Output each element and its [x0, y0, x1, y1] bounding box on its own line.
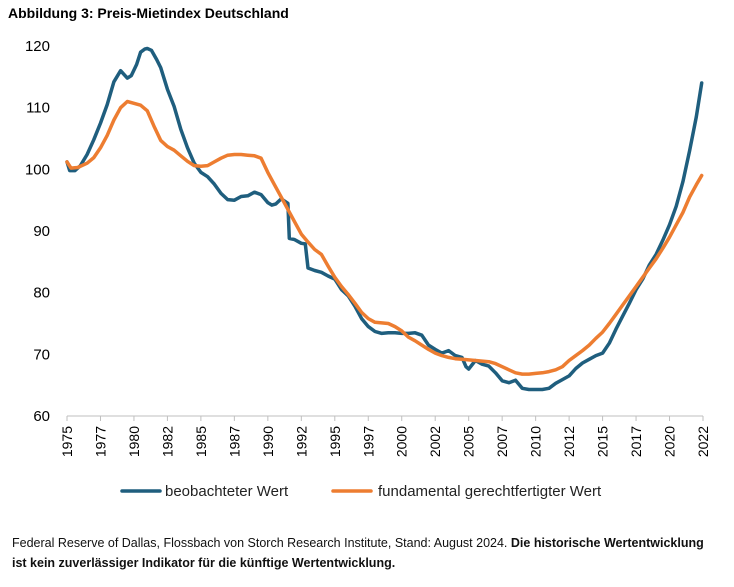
y-tick-label: 110 [26, 100, 50, 117]
x-tick-label: 2007 [494, 426, 510, 457]
x-tick-label: 1977 [92, 426, 108, 457]
x-tick-label: 2012 [561, 426, 577, 457]
x-tick-label: 1985 [193, 426, 209, 457]
x-tick-label: 1987 [226, 426, 242, 457]
y-tick-label: 70 [33, 346, 50, 363]
x-tick-label: 1997 [360, 426, 376, 457]
series-line-beobachtet [65, 46, 704, 392]
x-tick-label: 1980 [126, 426, 142, 457]
x-tick-label: 2005 [461, 426, 477, 457]
legend: beobachteter Wert fundamental gerechtfert… [120, 483, 602, 500]
x-tick-label: 2002 [427, 426, 443, 457]
source-note: Federal Reserve of Dallas, Flossbach von… [12, 533, 712, 573]
legend-label: beobachteter Wert [165, 483, 289, 500]
x-tick-label: 1975 [59, 426, 75, 457]
y-tick-label: 120 [25, 38, 50, 55]
x-tick-label: 1995 [327, 426, 343, 457]
x-tick-label: 2015 [595, 426, 611, 457]
x-tick-label: 2000 [394, 426, 410, 457]
disclaimer-text: Die historische Wertentwicklung ist kein… [12, 536, 704, 570]
y-tick-label: 100 [25, 161, 50, 178]
x-tick-label: 2020 [662, 426, 678, 457]
legend-label: fundamental gerechtfertigter Wert [378, 483, 602, 500]
x-tick-label: 2017 [628, 426, 644, 457]
y-tick-label: 60 [33, 408, 50, 425]
x-tick-label: 1982 [159, 426, 175, 457]
x-tick-label: 2022 [695, 426, 711, 457]
source-text: Federal Reserve of Dallas, Flossbach von… [12, 536, 508, 550]
y-tick-label: 80 [33, 285, 50, 302]
y-tick-label: 90 [33, 223, 50, 240]
x-tick-label: 1990 [260, 426, 276, 457]
series-layer [65, 46, 704, 392]
x-tick-label: 1992 [293, 426, 309, 457]
series-line-fundamental [65, 99, 704, 376]
x-tick-label: 2010 [528, 426, 544, 457]
chart-title: Abbildung 3: Preis-Mietindex Deutschland [8, 5, 289, 21]
x-axis: 1975 1977 1980 1982 1985 1987 1990 1992 1995 1997… [59, 415, 711, 457]
y-axis-ticks: 60 70 80 90 100 110 120 [25, 38, 50, 425]
